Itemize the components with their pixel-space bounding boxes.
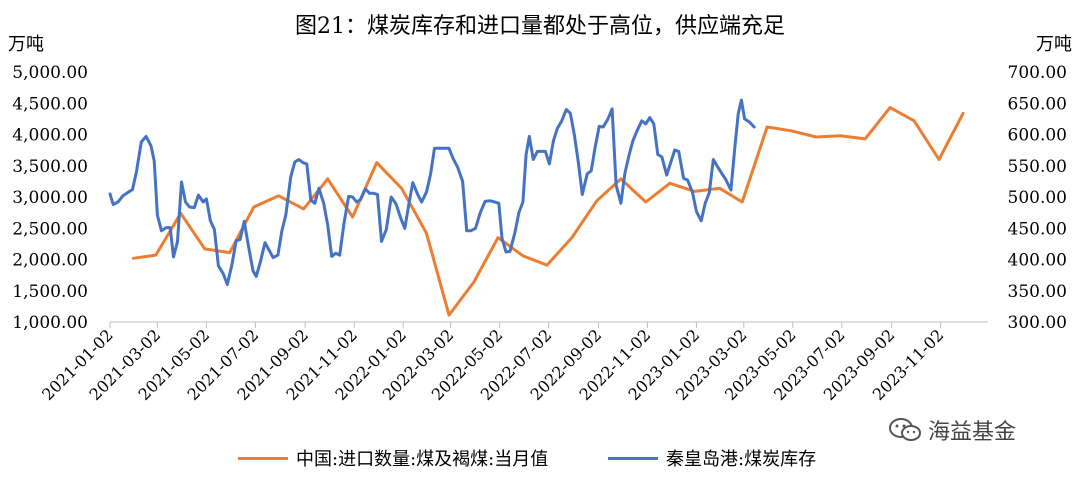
wechat-icon — [889, 418, 921, 441]
legend-label-import: 中国:进口数量:煤及褐煤:当月值 — [296, 449, 549, 470]
y-right-tick-label: 500.00 — [1008, 188, 1067, 208]
legend-label-stock: 秦皇岛港:煤炭库存 — [666, 449, 817, 470]
watermark-text: 海益基金 — [928, 420, 1017, 445]
legend-item-stock: 秦皇岛港:煤炭库存 — [608, 445, 816, 471]
y-left-tick-label: 3,500.00 — [12, 157, 88, 177]
legend-swatch-import — [238, 456, 288, 460]
y-left-tick-label: 2,500.00 — [12, 219, 88, 239]
y-right-tick-label: 700.00 — [1008, 63, 1067, 83]
y-left-tick-label: 1,000.00 — [12, 313, 88, 333]
y-left-unit-label: 万吨 — [8, 34, 44, 55]
series-line-import — [131, 106, 965, 317]
y-left-tick-label: 5,000.00 — [12, 63, 88, 83]
y-left-tick-label: 3,000.00 — [12, 188, 88, 208]
y-right-tick-label: 350.00 — [1008, 282, 1067, 302]
watermark: 海益基金 — [888, 414, 1016, 446]
y-right-tick-label: 450.00 — [1008, 219, 1067, 239]
y-right-tick-label: 300.00 — [1008, 313, 1067, 333]
series-line-stock — [108, 98, 756, 286]
y-left-tick-label: 4,000.00 — [12, 126, 88, 146]
y-right-unit-label: 万吨 — [1036, 34, 1072, 55]
legend-swatch-stock — [608, 456, 658, 460]
y-left-tick-label: 4,500.00 — [12, 94, 88, 114]
y-right-tick-label: 400.00 — [1008, 251, 1067, 271]
legend-item-import: 中国:进口数量:煤及褐煤:当月值 — [238, 445, 548, 471]
chart-title: 图21：煤炭库存和进口量都处于高位，供应端充足 — [295, 14, 785, 39]
y-right-tick-label: 600.00 — [1008, 126, 1067, 146]
y-left-tick-label: 2,000.00 — [12, 251, 88, 271]
y-left-tick-label: 1,500.00 — [12, 282, 88, 302]
y-right-tick-label: 550.00 — [1008, 157, 1067, 177]
y-right-tick-label: 650.00 — [1008, 94, 1067, 114]
